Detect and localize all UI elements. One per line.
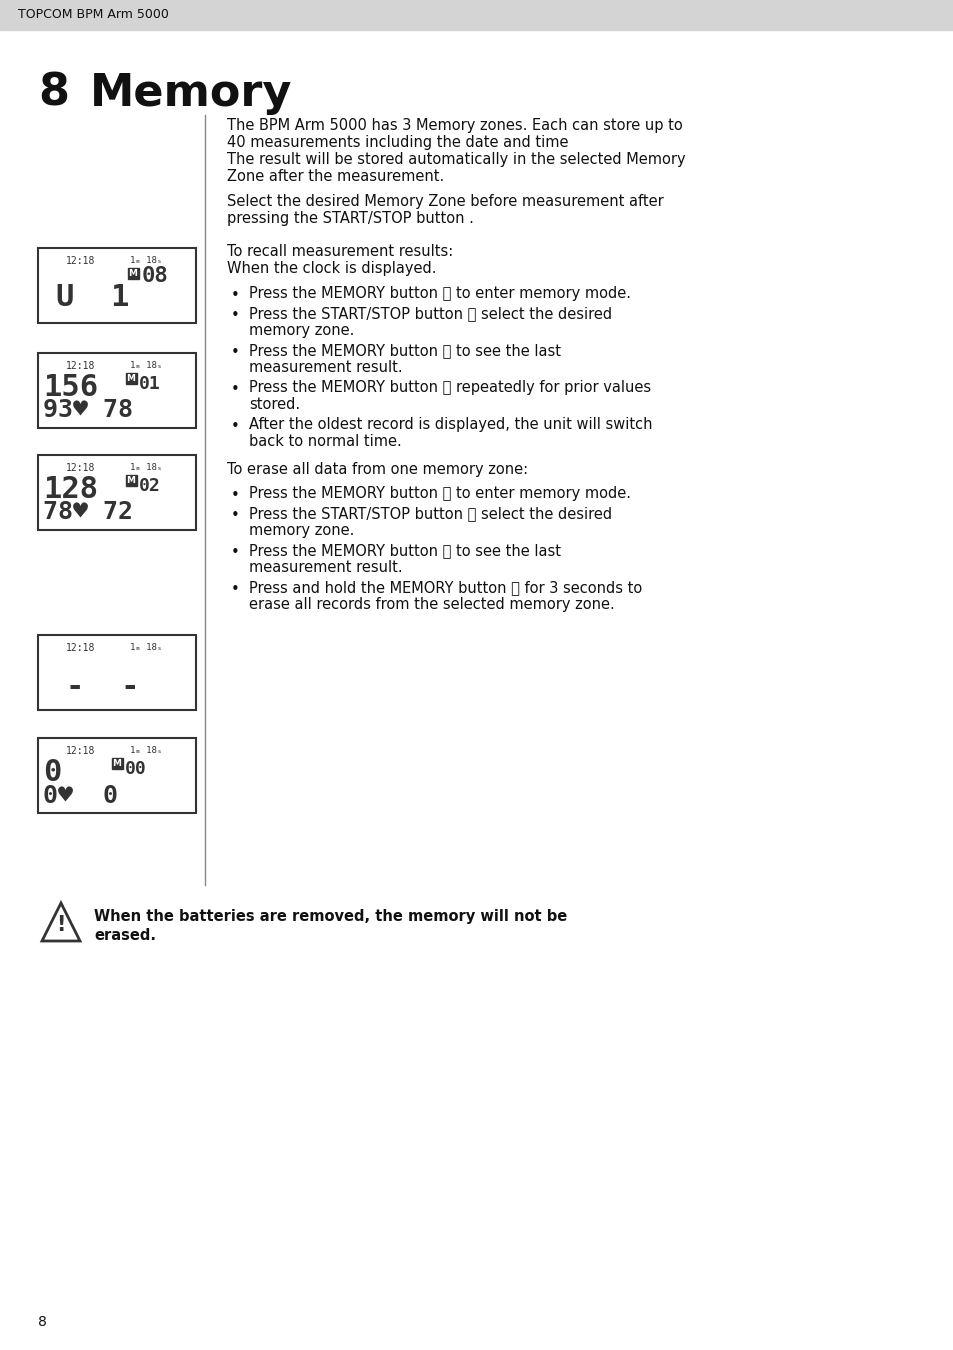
Text: 128: 128: [43, 475, 98, 504]
Text: M: M: [127, 374, 135, 383]
Text: •: •: [231, 545, 239, 560]
Text: 1ₘ 18ₛ: 1ₘ 18ₛ: [130, 643, 162, 652]
Text: 78♥ 72: 78♥ 72: [43, 500, 132, 524]
Text: When the batteries are removed, the memory will not be: When the batteries are removed, the memo…: [94, 909, 567, 923]
Text: 1ₘ 18ₛ: 1ₘ 18ₛ: [130, 747, 162, 755]
Text: -  -: - -: [66, 674, 139, 702]
Text: Press the MEMORY button ⓜ repeatedly for prior values: Press the MEMORY button ⓜ repeatedly for…: [249, 379, 651, 396]
Bar: [38, 248, 195, 323]
Bar: [38, 455, 195, 531]
Text: Press the MEMORY button ⓜ to see the last: Press the MEMORY button ⓜ to see the las…: [249, 343, 560, 358]
Text: •: •: [231, 582, 239, 597]
Bar: [38, 352, 195, 428]
Text: M: M: [112, 759, 121, 768]
Text: 156: 156: [43, 373, 98, 402]
Text: 0♥  0: 0♥ 0: [43, 784, 118, 809]
Text: Memory: Memory: [90, 72, 292, 115]
Bar: [126, 373, 137, 383]
Text: Press the MEMORY button ⓜ to enter memory mode.: Press the MEMORY button ⓜ to enter memor…: [249, 286, 630, 301]
Text: •: •: [231, 487, 239, 504]
Text: measurement result.: measurement result.: [249, 360, 402, 375]
Text: When the clock is displayed.: When the clock is displayed.: [227, 261, 436, 275]
Text: back to normal time.: back to normal time.: [249, 433, 401, 450]
Text: M: M: [127, 477, 135, 485]
Text: 93♥ 78: 93♥ 78: [43, 398, 132, 423]
Text: memory zone.: memory zone.: [249, 522, 354, 539]
Text: 8: 8: [38, 1315, 47, 1328]
Text: !: !: [56, 915, 66, 936]
Text: 01: 01: [139, 375, 161, 393]
Text: erase all records from the selected memory zone.: erase all records from the selected memo…: [249, 597, 614, 612]
Text: measurement result.: measurement result.: [249, 560, 402, 575]
Text: •: •: [231, 418, 239, 433]
Text: 1ₘ 18ₛ: 1ₘ 18ₛ: [130, 360, 162, 370]
Text: 1ₘ 18ₛ: 1ₘ 18ₛ: [130, 256, 162, 265]
Text: Press the MEMORY button ⓜ to enter memory mode.: Press the MEMORY button ⓜ to enter memor…: [249, 486, 630, 501]
Text: Press and hold the MEMORY button ⓜ for 3 seconds to: Press and hold the MEMORY button ⓜ for 3…: [249, 580, 641, 595]
Text: Press the START/STOP button ⏻ select the desired: Press the START/STOP button ⏻ select the…: [249, 306, 612, 321]
Text: 12:18: 12:18: [66, 256, 95, 266]
Text: 00: 00: [125, 760, 147, 778]
Text: 0: 0: [43, 757, 61, 787]
Text: Zone after the measurement.: Zone after the measurement.: [227, 169, 444, 184]
Bar: [0, 0, 953, 30]
Text: memory zone.: memory zone.: [249, 323, 354, 338]
Bar: [112, 757, 123, 769]
Bar: [128, 269, 139, 279]
Text: 08: 08: [142, 266, 169, 286]
Text: After the oldest record is displayed, the unit will switch: After the oldest record is displayed, th…: [249, 417, 652, 432]
Text: 02: 02: [139, 477, 161, 495]
Text: 40 measurements including the date and time: 40 measurements including the date and t…: [227, 135, 568, 150]
Text: •: •: [231, 346, 239, 360]
Text: stored.: stored.: [249, 397, 300, 412]
Text: 12:18: 12:18: [66, 360, 95, 371]
Text: •: •: [231, 288, 239, 302]
Text: erased.: erased.: [94, 927, 156, 944]
Text: 1ₘ 18ₛ: 1ₘ 18ₛ: [130, 463, 162, 472]
Text: •: •: [231, 382, 239, 397]
Text: Press the MEMORY button ⏻ to see the last: Press the MEMORY button ⏻ to see the las…: [249, 543, 560, 558]
Text: Press the START/STOP button ⏻ select the desired: Press the START/STOP button ⏻ select the…: [249, 506, 612, 521]
Text: 12:18: 12:18: [66, 463, 95, 472]
Text: •: •: [231, 508, 239, 522]
Text: To recall measurement results:: To recall measurement results:: [227, 244, 453, 259]
Text: 12:18: 12:18: [66, 747, 95, 756]
Text: 8: 8: [38, 72, 69, 115]
Text: pressing the START/STOP button .: pressing the START/STOP button .: [227, 211, 474, 225]
Text: U  1: U 1: [56, 284, 130, 312]
Text: The result will be stored automatically in the selected Memory: The result will be stored automatically …: [227, 153, 685, 167]
Text: To erase all data from one memory zone:: To erase all data from one memory zone:: [227, 462, 528, 477]
Text: •: •: [231, 308, 239, 323]
Text: TOPCOM BPM Arm 5000: TOPCOM BPM Arm 5000: [18, 8, 169, 22]
Bar: [38, 634, 195, 710]
Text: M: M: [129, 269, 137, 278]
Text: 12:18: 12:18: [66, 643, 95, 653]
Bar: [126, 475, 137, 486]
Text: Select the desired Memory Zone before measurement after: Select the desired Memory Zone before me…: [227, 194, 663, 209]
Bar: [38, 738, 195, 813]
Text: The BPM Arm 5000 has 3 Memory zones. Each can store up to: The BPM Arm 5000 has 3 Memory zones. Eac…: [227, 117, 682, 134]
